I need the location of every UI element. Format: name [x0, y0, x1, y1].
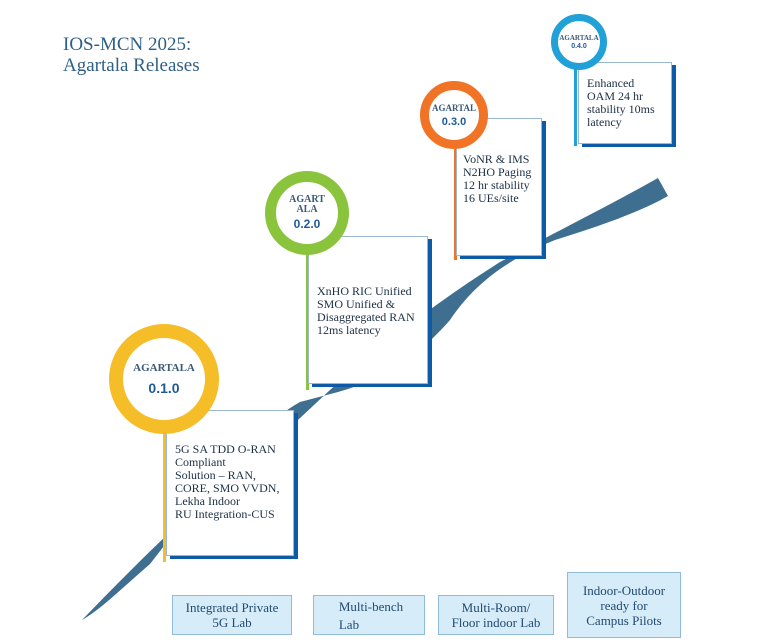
- release-3-ring: AGARTAL 0.3.0: [420, 81, 488, 149]
- stage-3-line-2: Floor indoor Lab: [451, 615, 541, 630]
- release-4-line-3: stability 10ms: [587, 102, 655, 116]
- release-1-line-4: CORE, SMO VVDN,: [175, 481, 280, 495]
- release-3-version: 0.3.0: [441, 115, 467, 128]
- release-3-line-4: 16 UEs/site: [463, 191, 519, 205]
- release-3-line-3: 12 hr stability: [463, 178, 530, 192]
- release-4-line-4: latency: [587, 115, 622, 129]
- release-1-name: AGARTALA: [133, 362, 195, 374]
- release-3-line-2: N2HO Paging: [463, 165, 532, 179]
- title-line-1: IOS-MCN 2025:: [63, 34, 192, 55]
- stage-box-3: Multi-Room/ Floor indoor Lab: [438, 595, 554, 635]
- release-3-card: VoNR & IMS N2HO Paging 12 hr stability 1…: [456, 118, 542, 256]
- release-1-line-5: Lekha Indoor: [175, 494, 240, 508]
- release-2-card: XnHO RIC Unified SMO Unified & Disaggreg…: [308, 236, 428, 384]
- release-1-card: 5G SA TDD O-RAN Compliant Solution – RAN…: [166, 410, 294, 556]
- release-2-ring: AGART ALA 0.2.0: [265, 171, 349, 255]
- release-3-name: AGARTAL: [431, 102, 477, 113]
- release-4-ring: AGARTALA 0.4.0: [551, 14, 607, 70]
- release-1-line-1: 5G SA TDD O-RAN: [175, 442, 276, 456]
- stage-2-line-2: Lab: [338, 616, 360, 632]
- release-4-line-2: OAM 24 hr: [587, 89, 643, 103]
- release-2-name: AGART ALA: [289, 194, 325, 215]
- release-2-line-1: XnHO RIC Unified: [317, 284, 412, 298]
- release-2-line-2: SMO Unified &: [317, 297, 395, 311]
- stage-4-line-1: Indoor-Outdoor: [582, 582, 666, 598]
- release-2-version: 0.2.0: [293, 217, 321, 231]
- release-1-line-6: RU Integration-CUS: [175, 507, 275, 521]
- release-1-line-2: Compliant: [175, 455, 226, 469]
- stage-1-line-1: Integrated Private: [185, 600, 279, 615]
- page-title: IOS-MCN 2025: Agartala Releases: [63, 34, 200, 76]
- stage-box-2: Multi-bench Lab: [313, 595, 425, 635]
- release-4-version: 0.4.0: [571, 43, 587, 50]
- stage-box-1: Integrated Private 5G Lab: [172, 595, 292, 635]
- stage-1-line-2: 5G Lab: [212, 615, 252, 630]
- release-4-card: Enhanced OAM 24 hr stability 10ms latenc…: [578, 62, 672, 144]
- release-1-line-3: Solution – RAN,: [175, 468, 257, 482]
- title-line-2: Agartala Releases: [63, 55, 200, 76]
- stage-4-line-2: ready for: [600, 597, 648, 613]
- stage-box-4: Indoor-Outdoor ready for Campus Pilots: [567, 572, 681, 638]
- release-4-line-1: Enhanced: [587, 76, 635, 90]
- release-1-version: 0.1.0: [148, 380, 180, 396]
- release-3-stem: [454, 130, 457, 260]
- stage-2-line-1: Multi-bench: [338, 598, 404, 614]
- stage-4-line-3: Campus Pilots: [586, 612, 662, 628]
- release-4-stem: [574, 60, 577, 146]
- release-1-stem: [163, 420, 166, 562]
- release-3-line-1: VoNR & IMS: [463, 152, 530, 166]
- release-4-name: AGARTALA: [559, 34, 599, 42]
- release-2-line-3: Disaggregated RAN: [317, 310, 415, 324]
- release-2-stem: [306, 250, 309, 390]
- release-2-line-4: 12ms latency: [317, 323, 381, 337]
- stage-3-line-1: Multi-Room/: [461, 600, 531, 615]
- release-1-ring: AGARTALA 0.1.0: [109, 324, 219, 434]
